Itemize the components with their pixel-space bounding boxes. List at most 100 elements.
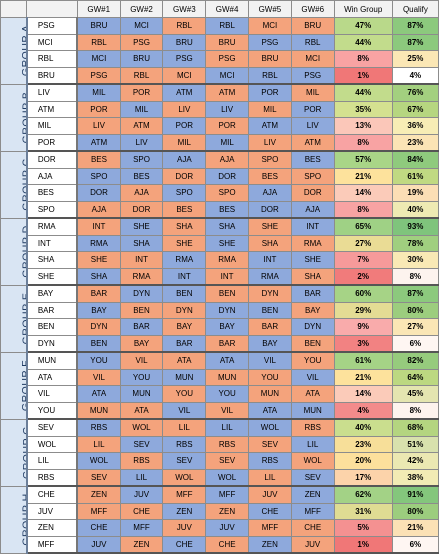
fixture-cell[interactable]: BAR (119, 318, 164, 336)
qualify-cell[interactable]: 64% (391, 368, 439, 386)
fixture-cell[interactable]: SHA (290, 267, 335, 286)
fixture-cell[interactable]: RBL (205, 17, 250, 35)
fixture-cell[interactable]: BAR (205, 334, 250, 353)
fixture-cell[interactable]: SHA (76, 267, 121, 286)
fixture-cell[interactable]: AJA (76, 200, 121, 219)
fixture-cell[interactable]: ATM (162, 83, 207, 102)
fixture-cell[interactable]: CHE (119, 502, 164, 520)
fixture-cell[interactable]: POR (162, 117, 207, 135)
fixture-cell[interactable]: MFF (162, 485, 207, 504)
fixture-cell[interactable]: RBS (205, 435, 250, 453)
fixture-cell[interactable]: JUV (162, 519, 207, 537)
win-group-cell[interactable]: 35% (333, 100, 393, 118)
fixture-cell[interactable]: SEV (248, 435, 292, 453)
qualify-cell[interactable]: 87% (391, 284, 439, 303)
fixture-cell[interactable]: RBL (162, 17, 207, 35)
win-group-cell[interactable]: 44% (333, 83, 393, 102)
win-group-cell[interactable]: 7% (333, 251, 393, 269)
fixture-cell[interactable]: LIL (76, 435, 121, 453)
fixture-cell[interactable]: BAY (248, 334, 292, 353)
win-group-cell[interactable]: 31% (333, 502, 393, 520)
fixture-cell[interactable]: DOR (290, 184, 335, 202)
team-cell[interactable]: BAY (26, 284, 79, 303)
qualify-cell[interactable]: 6% (391, 535, 439, 554)
fixture-cell[interactable]: MCI (162, 66, 207, 85)
win-group-cell[interactable]: 5% (333, 519, 393, 537)
header-win-group[interactable]: Win Group (333, 0, 393, 18)
team-cell[interactable]: AJA (26, 167, 79, 185)
fixture-cell[interactable]: YOU (119, 368, 164, 386)
fixture-cell[interactable]: CHE (76, 519, 121, 537)
fixture-cell[interactable]: PSG (205, 50, 250, 68)
win-group-cell[interactable]: 14% (333, 184, 393, 202)
fixture-cell[interactable]: MCI (119, 17, 164, 35)
fixture-cell[interactable]: MIL (76, 83, 121, 102)
fixture-cell[interactable]: JUV (76, 535, 121, 554)
fixture-cell[interactable]: POR (290, 100, 335, 118)
header-gw2[interactable]: GW#2 (119, 0, 164, 18)
qualify-cell[interactable]: 45% (391, 385, 439, 403)
header-gw1[interactable]: GW#1 (76, 0, 121, 18)
fixture-cell[interactable]: BEN (248, 301, 292, 319)
qualify-cell[interactable]: 80% (391, 301, 439, 319)
fixture-cell[interactable]: LIV (205, 100, 250, 118)
fixture-cell[interactable]: LIV (162, 100, 207, 118)
qualify-cell[interactable]: 40% (391, 200, 439, 219)
fixture-cell[interactable]: INT (119, 251, 164, 269)
team-cell[interactable]: ATA (26, 368, 79, 386)
team-cell[interactable]: LIL (26, 452, 79, 470)
fixture-cell[interactable]: LIV (290, 117, 335, 135)
fixture-cell[interactable]: AJA (162, 150, 207, 169)
win-group-cell[interactable]: 8% (333, 50, 393, 68)
win-group-cell[interactable]: 57% (333, 150, 393, 169)
fixture-cell[interactable]: VIL (76, 368, 121, 386)
qualify-cell[interactable]: 93% (391, 217, 439, 236)
team-cell[interactable]: MUN (26, 351, 79, 370)
fixture-cell[interactable]: RBS (248, 452, 292, 470)
fixture-cell[interactable]: DYN (205, 301, 250, 319)
fixture-cell[interactable]: MIL (162, 133, 207, 152)
win-group-cell[interactable]: 44% (333, 33, 393, 51)
qualify-cell[interactable]: 80% (391, 502, 439, 520)
fixture-cell[interactable]: ATA (290, 385, 335, 403)
team-cell[interactable]: ZEN (26, 519, 79, 537)
fixture-cell[interactable]: SHE (119, 217, 164, 236)
fixture-cell[interactable]: SPO (248, 150, 292, 169)
fixture-cell[interactable]: INT (162, 267, 207, 286)
fixture-cell[interactable]: WOL (205, 468, 250, 487)
win-group-cell[interactable]: 23% (333, 435, 393, 453)
fixture-cell[interactable]: SPO (76, 167, 121, 185)
fixture-cell[interactable]: BES (205, 200, 250, 219)
win-group-cell[interactable]: 8% (333, 133, 393, 152)
fixture-cell[interactable]: SHE (162, 234, 207, 252)
header-gw5[interactable]: GW#5 (248, 0, 292, 18)
fixture-cell[interactable]: BRU (76, 17, 121, 35)
fixture-cell[interactable]: LIL (248, 468, 292, 487)
fixture-cell[interactable]: PSG (162, 50, 207, 68)
qualify-cell[interactable]: 87% (391, 17, 439, 35)
fixture-cell[interactable]: DOR (205, 167, 250, 185)
fixture-cell[interactable]: RBS (76, 418, 121, 437)
fixture-cell[interactable]: ZEN (76, 485, 121, 504)
fixture-cell[interactable]: CHE (248, 502, 292, 520)
fixture-cell[interactable]: ATM (119, 117, 164, 135)
fixture-cell[interactable]: MUN (205, 368, 250, 386)
fixture-cell[interactable]: BAY (205, 318, 250, 336)
fixture-cell[interactable]: MFF (248, 519, 292, 537)
team-cell[interactable]: MIL (26, 117, 79, 135)
fixture-cell[interactable]: RMA (290, 234, 335, 252)
fixture-cell[interactable]: VIL (162, 401, 207, 420)
fixture-cell[interactable]: MCI (290, 50, 335, 68)
fixture-cell[interactable]: LIL (119, 468, 164, 487)
fixture-cell[interactable]: LIV (119, 133, 164, 152)
fixture-cell[interactable]: MUN (248, 385, 292, 403)
fixture-cell[interactable]: BEN (76, 334, 121, 353)
fixture-cell[interactable]: SHA (119, 234, 164, 252)
fixture-cell[interactable]: WOL (76, 452, 121, 470)
fixture-cell[interactable]: MCI (76, 50, 121, 68)
fixture-cell[interactable]: SHE (248, 217, 292, 236)
qualify-cell[interactable]: 30% (391, 251, 439, 269)
header-qualify[interactable]: Qualify (391, 0, 439, 18)
fixture-cell[interactable]: DOR (248, 200, 292, 219)
fixture-cell[interactable]: INT (248, 251, 292, 269)
